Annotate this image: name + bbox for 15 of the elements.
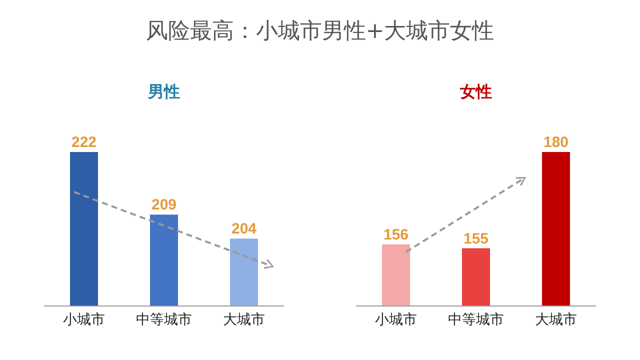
data-label: 156	[383, 226, 409, 244]
chart-subtitle: 女性	[459, 82, 493, 103]
data-label: 209	[151, 196, 177, 214]
chart-title: 风险最高：小城市男性+大城市女性	[144, 18, 496, 46]
x-tick-label: 小城市	[63, 312, 105, 328]
x-tick-label: 中等城市	[136, 312, 192, 328]
x-tick-label: 小城市	[375, 312, 417, 328]
chart-subtitle: 男性	[146, 82, 181, 103]
data-label: 180	[543, 134, 569, 151]
x-tick-label: 中等城市	[448, 312, 504, 328]
x-tick-label: 大城市	[535, 312, 577, 328]
x-tick-label: 大城市	[223, 312, 265, 328]
data-label: 204	[231, 220, 258, 238]
data-label: 222	[71, 134, 97, 151]
data-label: 155	[463, 230, 489, 248]
